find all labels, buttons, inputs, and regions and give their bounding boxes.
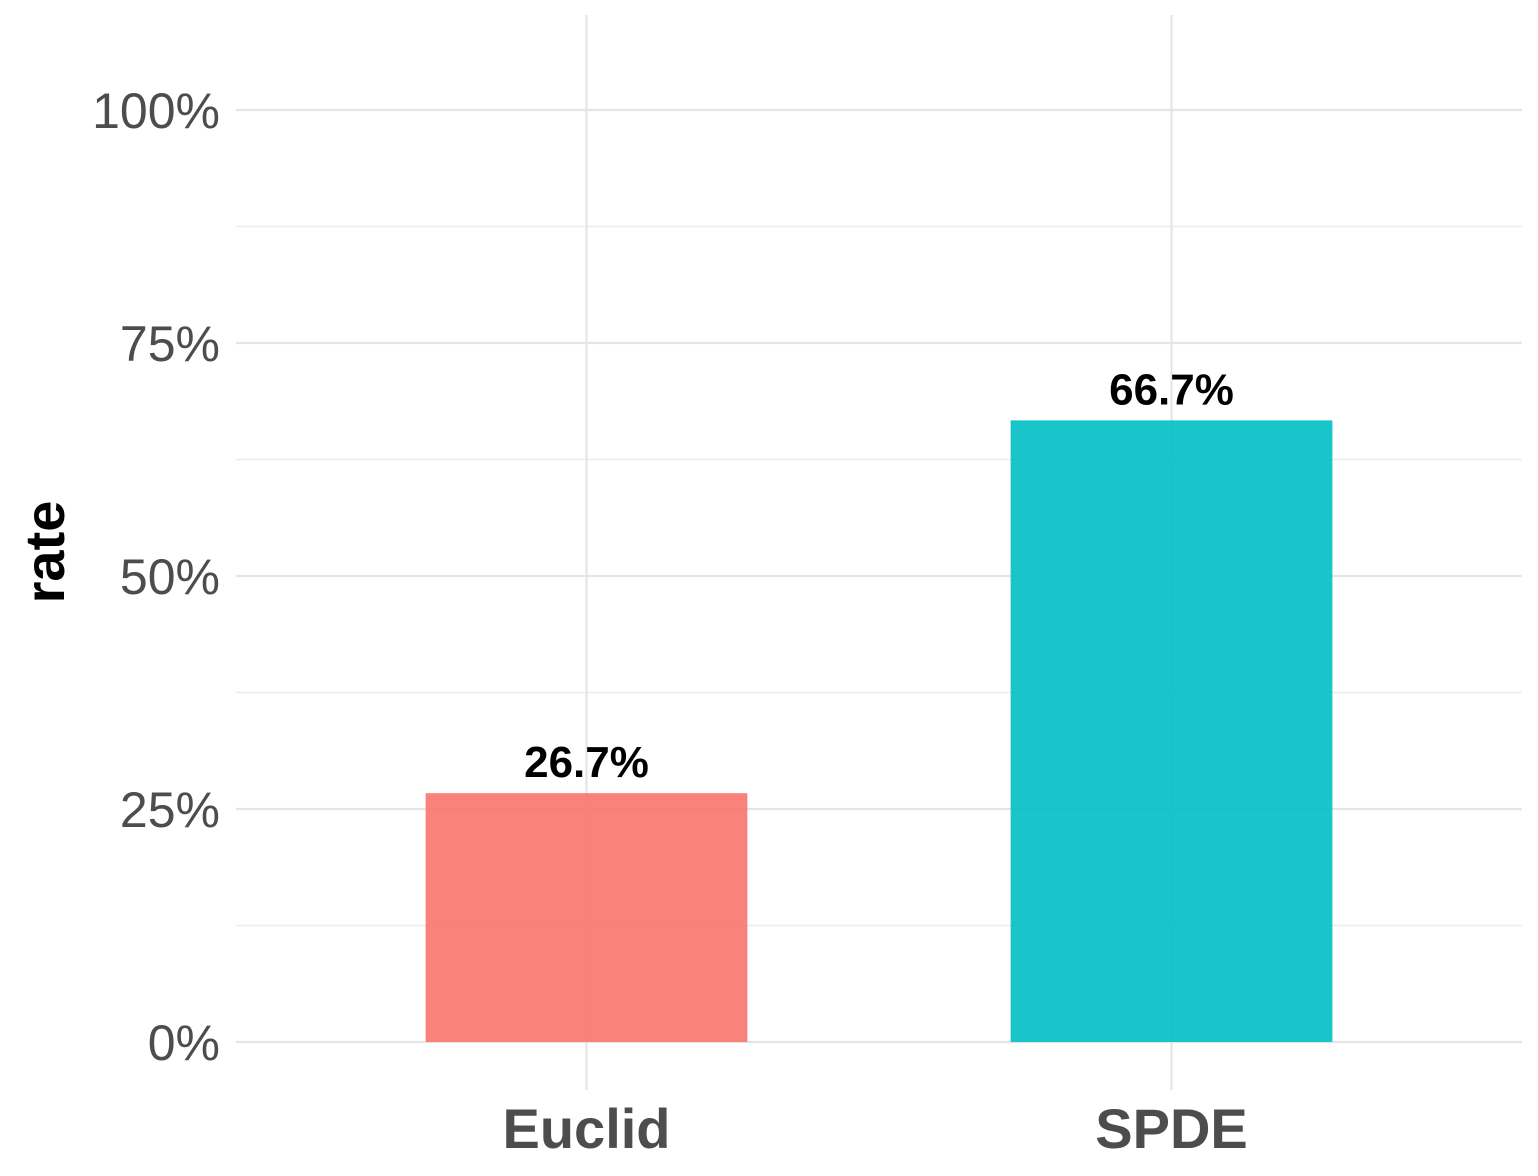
y-tick-label: 75% xyxy=(120,316,220,372)
x-tick-label: Euclid xyxy=(502,1097,670,1160)
bars xyxy=(425,420,1333,1043)
bar-spde xyxy=(1010,420,1333,1043)
y-axis-label: rate xyxy=(13,501,76,604)
y-tick-label: 25% xyxy=(120,782,220,838)
y-tick-label: 50% xyxy=(120,549,220,605)
y-tick-label: 0% xyxy=(148,1015,220,1071)
x-tick-label: SPDE xyxy=(1095,1097,1248,1160)
x-axis-ticks: Euclid SPDE xyxy=(502,1097,1247,1160)
y-axis-ticks: 0% 25% 50% 75% 100% xyxy=(92,83,220,1071)
data-labels: 26.7% 66.7% xyxy=(524,365,1234,787)
bar-euclid xyxy=(425,793,748,1042)
data-label: 26.7% xyxy=(524,738,649,787)
y-tick-label: 100% xyxy=(92,83,220,139)
data-label: 66.7% xyxy=(1109,365,1234,414)
